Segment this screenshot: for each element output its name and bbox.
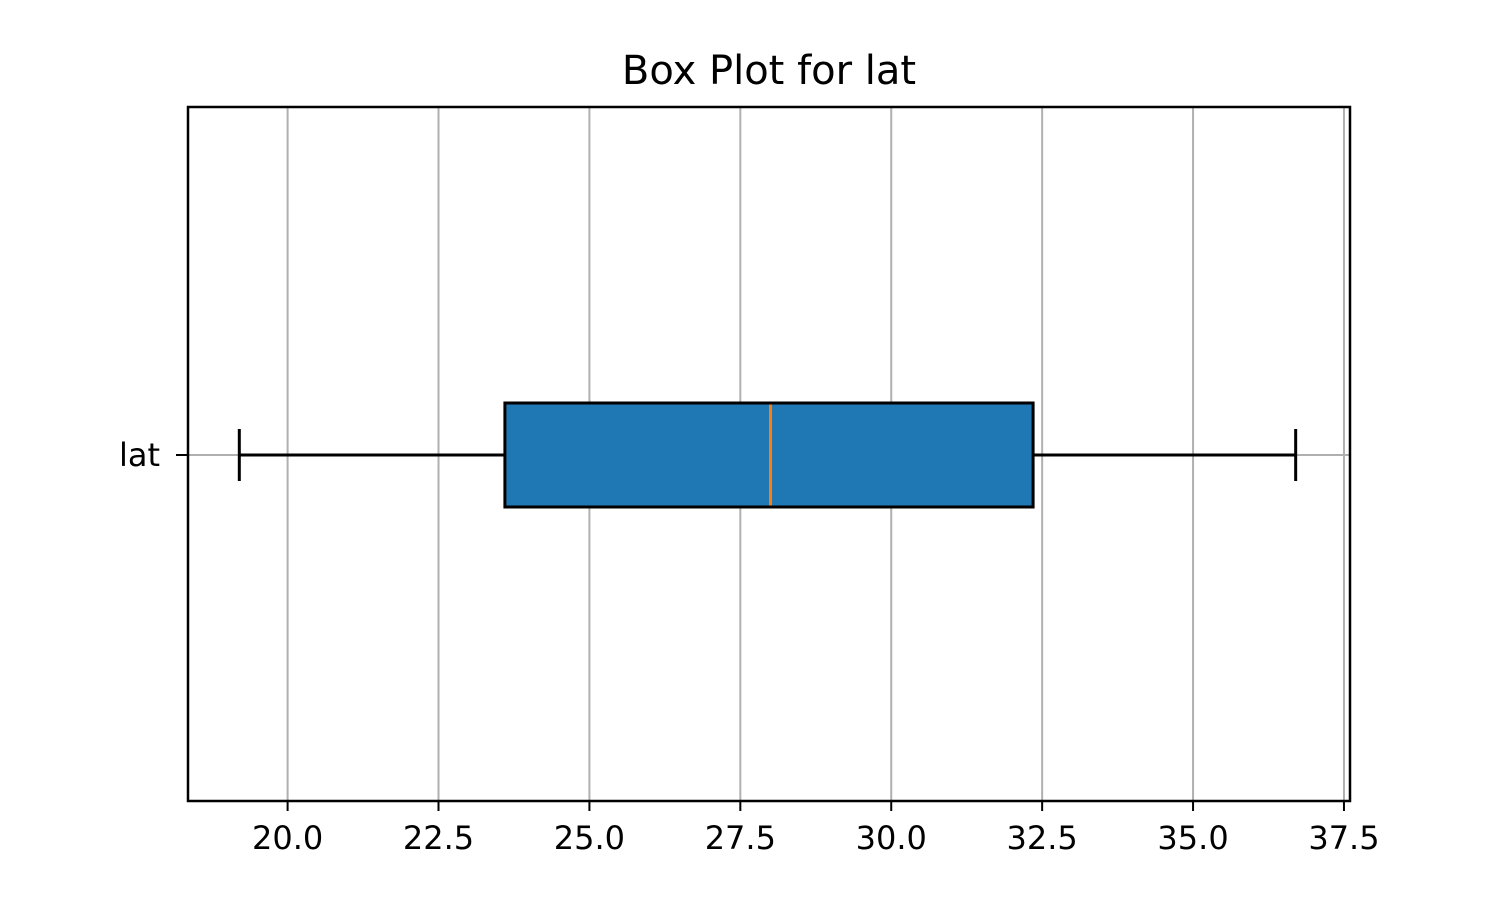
x-tick-label: 20.0 xyxy=(252,819,323,857)
x-tick-label: 35.0 xyxy=(1157,819,1228,857)
x-tick-label: 25.0 xyxy=(554,819,625,857)
x-tick-label: 32.5 xyxy=(1007,819,1078,857)
x-tick-label: 27.5 xyxy=(705,819,776,857)
x-tick-label: 30.0 xyxy=(856,819,927,857)
chart-title: Box Plot for lat xyxy=(622,48,916,94)
x-tick-label: 37.5 xyxy=(1308,819,1379,857)
y-tick-label: lat xyxy=(119,436,160,474)
box-plot-group xyxy=(237,401,1298,509)
axis-ticks: 20.0 22.5 25.0 27.5 30.0 32.5 35.0 37.5 lat xyxy=(119,436,1380,857)
x-tick-label: 22.5 xyxy=(403,819,474,857)
interquartile-box xyxy=(503,401,1035,509)
